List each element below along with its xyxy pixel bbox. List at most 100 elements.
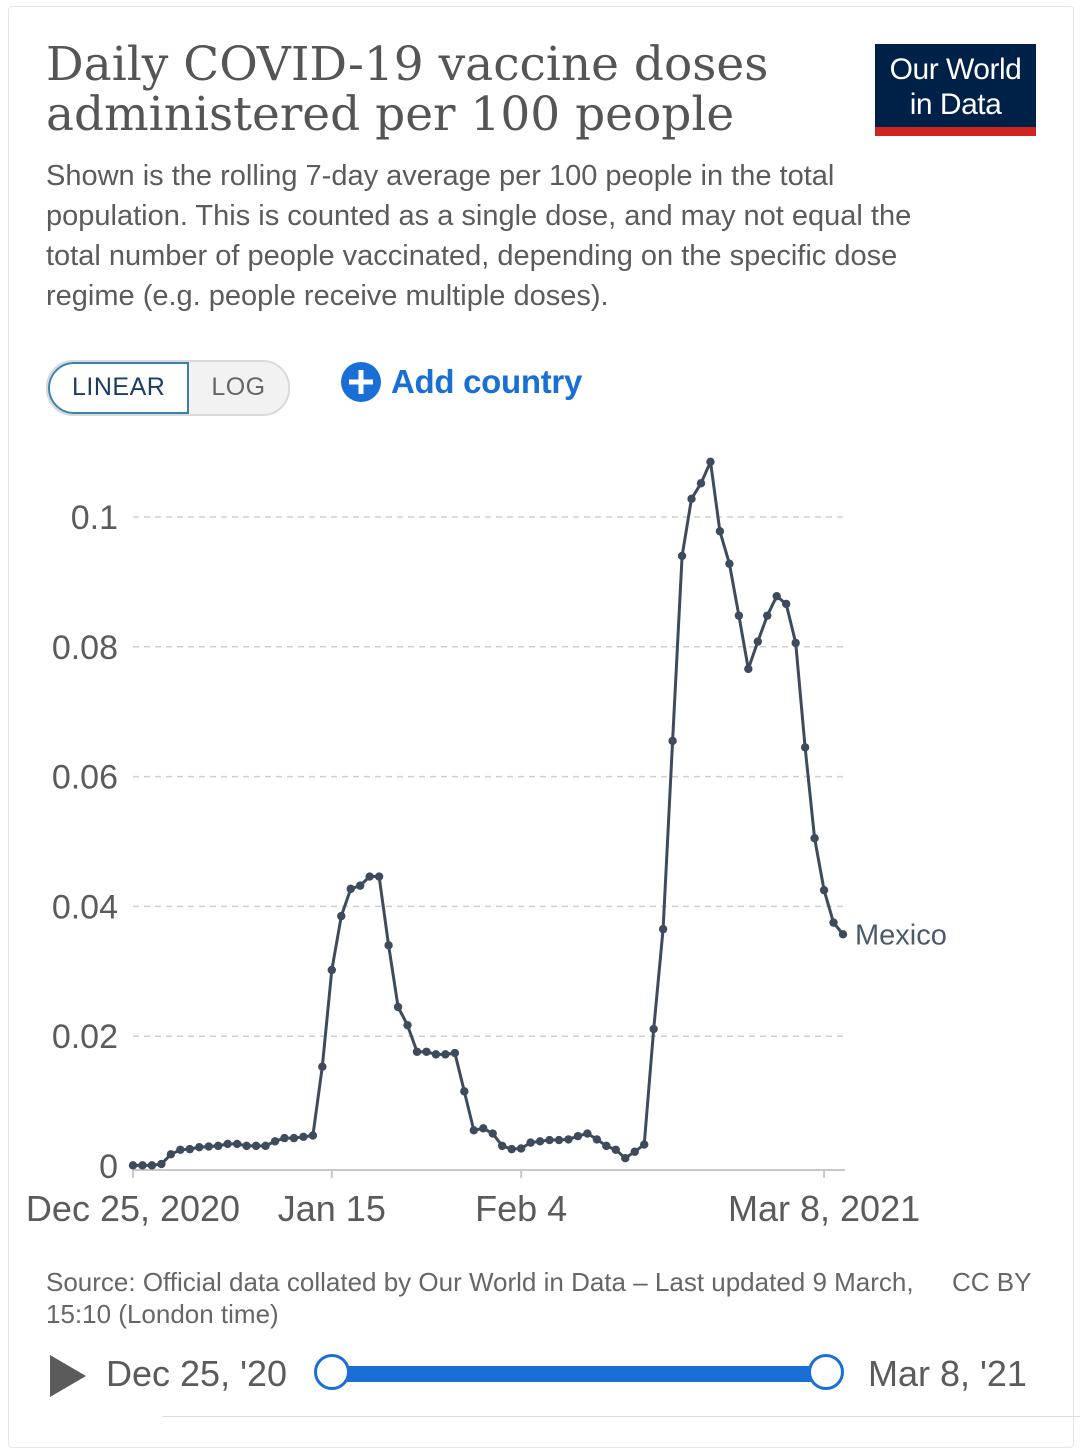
data-point[interactable] [365, 872, 374, 881]
plus-circle-icon [341, 362, 381, 402]
data-point[interactable] [696, 479, 706, 488]
data-point[interactable] [280, 1133, 289, 1143]
data-point[interactable] [658, 924, 668, 934]
timeline-end-handle[interactable] [808, 1354, 844, 1390]
data-point[interactable] [327, 965, 336, 975]
data-point[interactable] [356, 881, 365, 890]
timeline-end-label: Mar 8, '21 [868, 1353, 1027, 1394]
data-point[interactable] [526, 1138, 535, 1147]
data-point[interactable] [450, 1048, 460, 1058]
data-point[interactable] [185, 1144, 194, 1154]
data-point[interactable] [251, 1141, 261, 1151]
data-point[interactable] [640, 1140, 649, 1149]
data-point[interactable] [318, 1062, 327, 1071]
data-point[interactable] [261, 1141, 270, 1151]
data-point[interactable] [403, 1020, 412, 1030]
data-point[interactable] [829, 918, 838, 927]
data-point[interactable] [289, 1133, 299, 1143]
data-point[interactable] [507, 1144, 516, 1154]
series-label[interactable]: Mexico [855, 919, 947, 951]
data-point[interactable] [469, 1126, 478, 1135]
data-point[interactable] [431, 1050, 441, 1059]
data-point[interactable] [460, 1087, 469, 1096]
data-point[interactable] [138, 1161, 147, 1170]
data-point[interactable] [753, 637, 762, 646]
series-layer: Mexico [128, 457, 947, 1170]
data-point[interactable] [232, 1139, 242, 1149]
data-point[interactable] [157, 1159, 166, 1169]
data-point[interactable] [535, 1137, 545, 1146]
data-point[interactable] [583, 1129, 592, 1138]
x-tick-label: Jan 15 [278, 1188, 386, 1229]
data-point[interactable] [214, 1141, 223, 1151]
data-point[interactable] [147, 1161, 157, 1170]
data-point[interactable] [564, 1135, 573, 1144]
data-point[interactable] [412, 1047, 422, 1056]
data-point[interactable] [677, 551, 687, 561]
license-link[interactable]: CC BY [952, 1267, 1032, 1297]
data-point[interactable] [668, 736, 677, 746]
linear-scale-button[interactable]: LINEAR [48, 362, 190, 414]
data-point[interactable] [649, 1024, 658, 1034]
data-point[interactable] [744, 664, 753, 674]
data-point[interactable] [611, 1145, 620, 1154]
data-point[interactable] [270, 1137, 280, 1146]
data-point[interactable] [488, 1129, 497, 1138]
data-point[interactable] [516, 1144, 526, 1153]
data-point[interactable] [299, 1132, 308, 1141]
data-point[interactable] [545, 1135, 554, 1145]
data-point[interactable] [441, 1050, 450, 1059]
data-point[interactable] [573, 1131, 583, 1141]
data-point[interactable] [706, 457, 715, 467]
chart-card [8, 6, 1074, 1448]
data-point[interactable] [763, 611, 772, 620]
bottom-tabs-edge [162, 1416, 1080, 1437]
chart-title: Daily COVID-19 vaccine doses administere… [46, 37, 769, 142]
data-point[interactable] [498, 1141, 507, 1151]
data-point[interactable] [223, 1139, 232, 1149]
owid-logo[interactable]: Our World in Data [875, 44, 1036, 136]
data-point[interactable] [592, 1135, 602, 1144]
data-point[interactable] [621, 1154, 630, 1163]
data-point[interactable] [791, 638, 800, 648]
data-point[interactable] [422, 1047, 431, 1056]
data-point[interactable] [819, 885, 829, 895]
data-point[interactable] [479, 1124, 488, 1133]
data-point[interactable] [602, 1141, 611, 1151]
add-country-button[interactable]: Add country [341, 362, 582, 402]
scale-toggle: LINEAR LOG [46, 360, 290, 416]
data-point[interactable] [242, 1141, 251, 1151]
data-point[interactable] [838, 930, 848, 939]
data-point[interactable] [715, 527, 725, 536]
data-point[interactable] [128, 1161, 138, 1170]
timeline-track[interactable] [334, 1366, 827, 1382]
logo-line-1: Our World [889, 53, 1022, 86]
data-point[interactable] [782, 599, 791, 609]
data-point[interactable] [374, 872, 384, 881]
data-point[interactable] [166, 1150, 176, 1159]
data-point[interactable] [630, 1147, 639, 1156]
series-line-mexico[interactable] [133, 460, 845, 1167]
log-scale-button[interactable]: LOG [211, 373, 266, 401]
data-point[interactable] [204, 1142, 213, 1151]
data-point[interactable] [687, 494, 696, 504]
data-point[interactable] [800, 743, 810, 752]
source-note: Source: Official data collated by Our Wo… [46, 1267, 914, 1329]
data-point[interactable] [810, 834, 819, 843]
data-point[interactable] [725, 559, 734, 568]
play-icon[interactable] [50, 1355, 86, 1397]
data-point[interactable] [337, 911, 346, 921]
data-point[interactable] [176, 1145, 185, 1154]
data-point[interactable] [393, 1002, 403, 1012]
data-point[interactable] [195, 1142, 204, 1152]
data-point[interactable] [734, 611, 744, 620]
data-point[interactable] [346, 884, 355, 894]
data-point[interactable] [308, 1131, 318, 1140]
line-chart: 0 0.02 0.04 0.06 0.08 0.1 Dec 25, 2020 Jan 15 F… [26, 457, 947, 1229]
grid-layer: 0 0.02 0.04 0.06 0.08 0.1 [52, 499, 843, 1186]
data-point[interactable] [384, 941, 393, 950]
data-point[interactable] [554, 1135, 564, 1145]
timeline-start-handle[interactable] [314, 1354, 350, 1390]
data-point[interactable] [772, 591, 781, 601]
y-tick-label: 0.08 [52, 629, 118, 667]
